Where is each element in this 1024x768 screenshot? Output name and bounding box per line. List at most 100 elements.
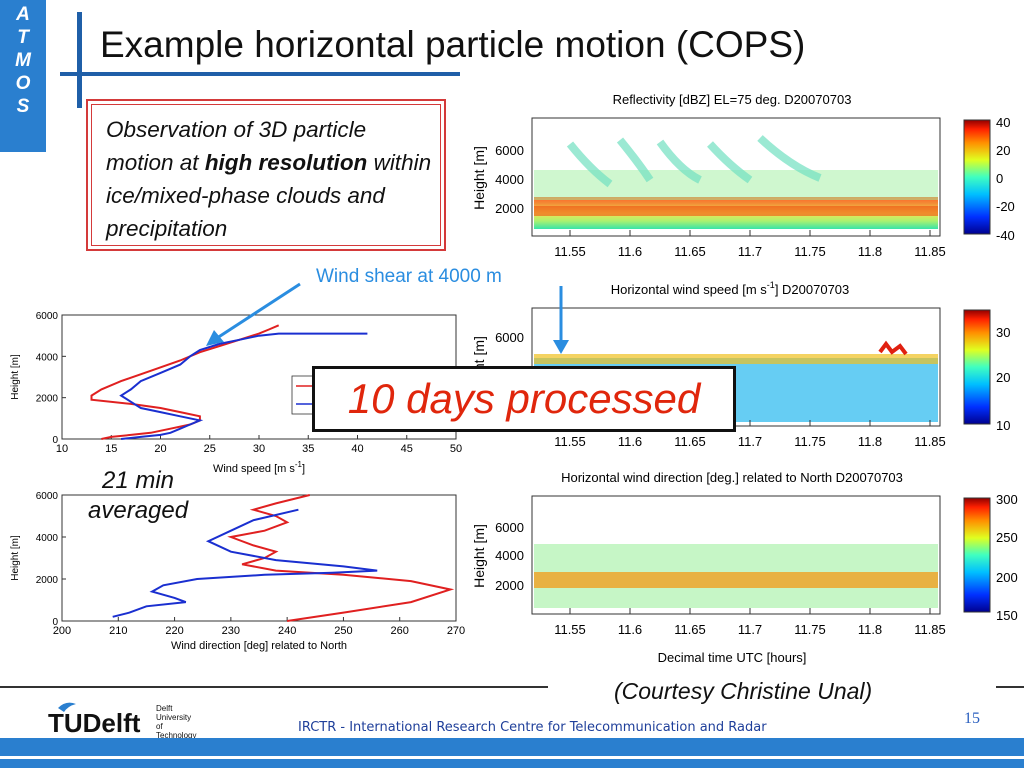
x-tick-label: 11.55 [554,244,586,259]
winddirection-xlabel: Decimal time UTC [hours] [658,650,807,665]
winddirection-title: Horizontal wind direction [deg.] related… [561,470,903,485]
atmos-letter-a: A [16,4,30,25]
profile-x-tick-label: 250 [334,625,352,637]
courtesy-note: (Courtesy Christine Unal) [614,678,873,704]
profile-series-line-1 [119,332,368,440]
x-tick-label: 11.8 [858,622,882,637]
windspeed-profile-ylabel: Height [m] [10,354,21,400]
reflectivity-panel: Reflectivity [dBZ] EL=75 deg. D20070703 … [471,92,1015,259]
observation-box: Observation of 3D particle motion at hig… [86,99,446,251]
atmos-letter-m: M [15,50,31,71]
x-tick-label: 11.75 [794,622,826,637]
wind-shear-label: Wind shear at 4000 m [316,266,502,287]
winddirection-band-peak [534,572,938,588]
windspeed-profile-axes: 10 15 20 25 30 35 40 45 50 0 2000 4000 6000 [36,311,462,455]
profile-x-tick-label: 45 [401,443,413,455]
winddirection-profile-plot: 200 210 220 230 240 250 260 270 0 2000 4000 6000 He… [10,491,465,652]
winddirection-ytick: 2000 [495,578,524,593]
observation-text: Observation of 3D particle motion at hig… [106,113,438,245]
observation-text-end: within ice/mixed-phase clouds and precip… [106,150,432,241]
x-tick-label: 11.65 [674,434,706,449]
profile-x-tick-label: 50 [450,443,462,455]
winddirection-profile-lines [112,494,455,622]
profile-x-tick-label: 220 [165,625,183,637]
reflectivity-cbar-tick: -20 [996,199,1015,214]
arrow-head-left [206,330,224,346]
profile-x-tick-label: 260 [391,625,409,637]
windspeed-ytick: 6000 [495,330,524,345]
observation-bold: high resolution [204,150,368,175]
reflectivity-cbar-tick: -40 [996,228,1015,243]
profile-x-tick-label: 200 [53,625,71,637]
title-vertical-rule [77,12,82,108]
x-tick-label: 11.8 [858,434,882,449]
windspeed-profile-lines [90,324,368,440]
averaging-note-line1: 21 min [101,467,175,494]
profile-x-tick-label: 230 [222,625,240,637]
profile-y-tick-label: 0 [52,617,58,628]
profile-series-line-0 [90,324,280,440]
x-tick-label: 11.85 [914,244,946,259]
atmos-letter-s: S [16,96,30,117]
reflectivity-title: Reflectivity [dBZ] EL=75 deg. D20070703 [613,92,852,107]
days-processed-text: 10 days processed [347,375,701,422]
annotation-arrows [206,282,569,354]
winddirection-ylabel: Height [m] [471,524,487,588]
atmos-sidebar: A T M O S [0,0,46,152]
winddirection-cbar-tick: 300 [996,492,1018,507]
tudelft-flame-icon [58,702,76,712]
title-horizontal-rule [60,72,460,76]
profile-x-tick-label: 15 [105,443,117,455]
profile-x-tick-label: 270 [447,625,465,637]
irctr-footer-text: IRCTR - International Research Centre fo… [298,720,767,735]
reflectivity-cbar-tick: 20 [996,143,1010,158]
winddirection-ytick: 6000 [495,520,524,535]
windspeed-peaks [878,340,908,356]
x-tick-label: 11.75 [794,434,826,449]
arrow-to-profile [213,282,301,342]
winddirection-profile-xlabel: Wind direction [deg] related to North [171,640,347,652]
footer-divider [0,686,548,688]
profile-y-tick-label: 2000 [36,575,59,586]
averaging-note-line2: averaged [88,497,189,524]
profile-x-tick-label: 30 [253,443,265,455]
profile-y-tick-label: 2000 [36,394,59,405]
observation-text-start: Observation of 3D particle motion at [106,117,367,175]
days-processed-box: 10 days processed [312,366,736,432]
reflectivity-ytick: 6000 [495,143,524,158]
x-tick-label: 11.85 [914,622,946,637]
winddirection-cbar-tick: 250 [996,530,1018,545]
windspeed-colorbar [963,309,991,425]
x-tick-label: 11.6 [618,434,642,449]
profile-x-tick-label: 40 [351,443,363,455]
profile-y-tick-label: 6000 [36,311,59,322]
windspeed-profile-xlabel: Wind speed [m s-1] [213,460,305,475]
x-tick-label: 11.8 [858,244,882,259]
tudelft-sub-2: University of [156,713,192,731]
winddirection-cbar-tick: 200 [996,570,1018,585]
reflectivity-fallstreaks [566,135,822,188]
windspeed-title: Horizontal wind speed [m s-1] D20070703 [611,280,850,297]
windspeed-band-top [534,354,938,364]
profile-y-tick-label: 0 [52,435,58,446]
tudelft-logo-mark: TUDelft [48,702,141,736]
winddirection-xticks: 11.55 11.6 11.65 11.7 11.75 11.8 11.85 [554,608,946,637]
x-tick-label: 11.7 [738,622,762,637]
tudelft-subtitle: Delft University of Technology [156,704,196,740]
windspeed-xticks: 11.55 11.6 11.65 11.7 11.75 11.8 11.85 [554,420,946,449]
windspeed-cbar-tick: 30 [996,325,1010,340]
winddirection-ytick: 4000 [495,548,524,563]
profile-x-tick-label: 35 [302,443,314,455]
reflectivity-band-peak [534,206,938,216]
windspeed-cbar-tick: 10 [996,418,1010,433]
profile-y-tick-label: 4000 [36,533,59,544]
footer-divider-right [996,686,1024,688]
winddirection-profile-axes: 200 210 220 230 240 250 260 270 0 2000 4000 6000 [36,491,465,637]
tudelft-sub-3: Technology [156,731,197,740]
reflectivity-cbar-tick: 40 [996,115,1010,130]
x-tick-label: 11.6 [618,622,642,637]
x-tick-label: 11.65 [674,244,706,259]
profile-x-tick-label: 10 [56,443,68,455]
winddirection-profile-ylabel: Height [m] [10,535,21,581]
atmos-letter-o: O [15,73,31,94]
